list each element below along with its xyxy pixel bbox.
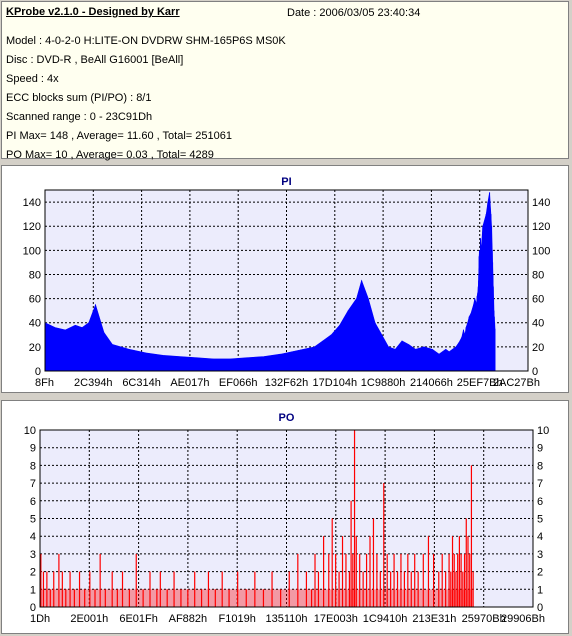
y-tick-label-left: 0 (35, 366, 41, 378)
y-tick-label-left: 6 (30, 496, 36, 508)
chart-title: PI (281, 176, 291, 188)
y-tick-label-left: 3 (30, 549, 36, 561)
y-tick-label-left: 60 (29, 294, 41, 306)
x-tick-label: 213E31h (412, 613, 456, 625)
y-tick-label-right: 140 (532, 197, 550, 209)
plot-frame (39, 429, 534, 608)
x-tick-label: 1C9880h (361, 377, 406, 389)
y-tick-label-right: 40 (532, 318, 544, 330)
y-tick-label-left: 9 (30, 443, 36, 455)
x-tick-label: 2AC27Bh (493, 377, 540, 389)
y-tick-label-left: 2 (30, 567, 36, 579)
app-title: KProbe v2.1.0 - Designed by Karr (6, 6, 180, 18)
chart-title: PO (279, 412, 295, 424)
x-tick-label: AE017h (170, 377, 209, 389)
y-tick-label-right: 1 (537, 584, 543, 596)
y-tick-label-right: 4 (537, 531, 543, 543)
info-pi-stats: PI Max= 148 , Average= 11.60 , Total= 25… (6, 130, 232, 142)
y-tick-label-left: 120 (23, 221, 41, 233)
x-tick-label: 6E01Fh (119, 613, 158, 625)
info-range: Scanned range : 0 - 23C91Dh (6, 111, 153, 123)
y-tick-label-right: 0 (537, 602, 543, 614)
y-tick-label-left: 8 (30, 460, 36, 472)
info-disc: Disc : DVD-R , BeAll G16001 [BeAll] (6, 54, 184, 66)
x-tick-label: 29906Bh (501, 613, 545, 625)
y-tick-label-left: 7 (30, 478, 36, 490)
info-ecc: ECC blocks sum (PI/PO) : 8/1 (6, 92, 152, 104)
po-baseline-band (40, 589, 474, 607)
x-tick-label: 25970Bh (462, 613, 506, 625)
info-po-stats: PO Max= 10 , Average= 0.03 , Total= 4289 (6, 149, 214, 161)
y-tick-label-left: 0 (30, 602, 36, 614)
info-speed: Speed : 4x (6, 73, 59, 85)
y-tick-label-left: 140 (23, 197, 41, 209)
y-tick-label-right: 7 (537, 478, 543, 490)
y-tick-label-right: 9 (537, 443, 543, 455)
x-tick-label: 1Dh (30, 613, 50, 625)
x-tick-label: 17E003h (314, 613, 358, 625)
info-panel: KProbe v2.1.0 - Designed by Karr Date : … (1, 1, 569, 161)
y-tick-label-left: 4 (30, 531, 36, 543)
y-tick-label-right: 80 (532, 269, 544, 281)
x-tick-label: 132F62h (265, 377, 308, 389)
y-tick-label-left: 100 (23, 245, 41, 257)
y-tick-label-left: 40 (29, 318, 41, 330)
x-tick-label: 2C394h (74, 377, 113, 389)
info-model: Model : 4-0-2-0 H:LITE-ON DVDRW SHM-165P… (6, 35, 286, 47)
x-tick-label: 8Fh (35, 377, 54, 389)
y-tick-label-right: 3 (537, 549, 543, 561)
x-tick-label: EF066h (219, 377, 258, 389)
po-chart-panel: PO 0 0 1 1 2 2 3 3 4 4 5 5 6 6 7 7 8 8 9 9 10 10 1Dh 2E001h 6E01F… (1, 400, 569, 634)
y-tick-label-right: 5 (537, 514, 543, 526)
y-tick-label-right: 100 (532, 245, 550, 257)
scan-date: Date : 2006/03/05 23:40:34 (287, 7, 421, 19)
y-tick-label-left: 1 (30, 584, 36, 596)
x-tick-label: AF882h (169, 613, 208, 625)
x-tick-label: 214066h (410, 377, 453, 389)
po-chart: PO 0 0 1 1 2 2 3 3 4 4 5 5 6 6 7 7 8 8 9 9 10 10 1Dh 2E001h 6E01F… (24, 412, 550, 625)
y-tick-label-right: 120 (532, 221, 550, 233)
y-tick-label-right: 20 (532, 342, 544, 354)
x-tick-label: 1C9410h (363, 613, 408, 625)
plot-area (44, 189, 529, 372)
y-tick-label-right: 8 (537, 460, 543, 472)
x-tick-label: 25EF7Bh (457, 377, 503, 389)
x-tick-label: 135110h (265, 613, 307, 625)
plot-frame (44, 189, 529, 372)
y-tick-label-right: 10 (537, 425, 549, 437)
y-tick-label-left: 10 (24, 425, 36, 437)
y-tick-label-left: 20 (29, 342, 41, 354)
x-tick-label: 17D104h (312, 377, 357, 389)
y-tick-label-right: 60 (532, 294, 544, 306)
pi-chart: PI 0 0 20 20 40 40 60 60 80 80 100 100 120 120 140 140 8F… (23, 176, 551, 389)
y-tick-label-right: 0 (532, 366, 538, 378)
x-tick-label: 6C314h (122, 377, 161, 389)
x-tick-label: F1019h (219, 613, 256, 625)
y-tick-label-right: 6 (537, 496, 543, 508)
x-tick-label: 2E001h (70, 613, 108, 625)
y-tick-label-right: 2 (537, 567, 543, 579)
y-tick-label-left: 80 (29, 269, 41, 281)
pi-chart-panel: PI 0 0 20 20 40 40 60 60 80 80 100 100 120 120 140 140 8F… (1, 165, 569, 393)
y-tick-label-left: 5 (30, 514, 36, 526)
pi-series-area (44, 192, 496, 372)
